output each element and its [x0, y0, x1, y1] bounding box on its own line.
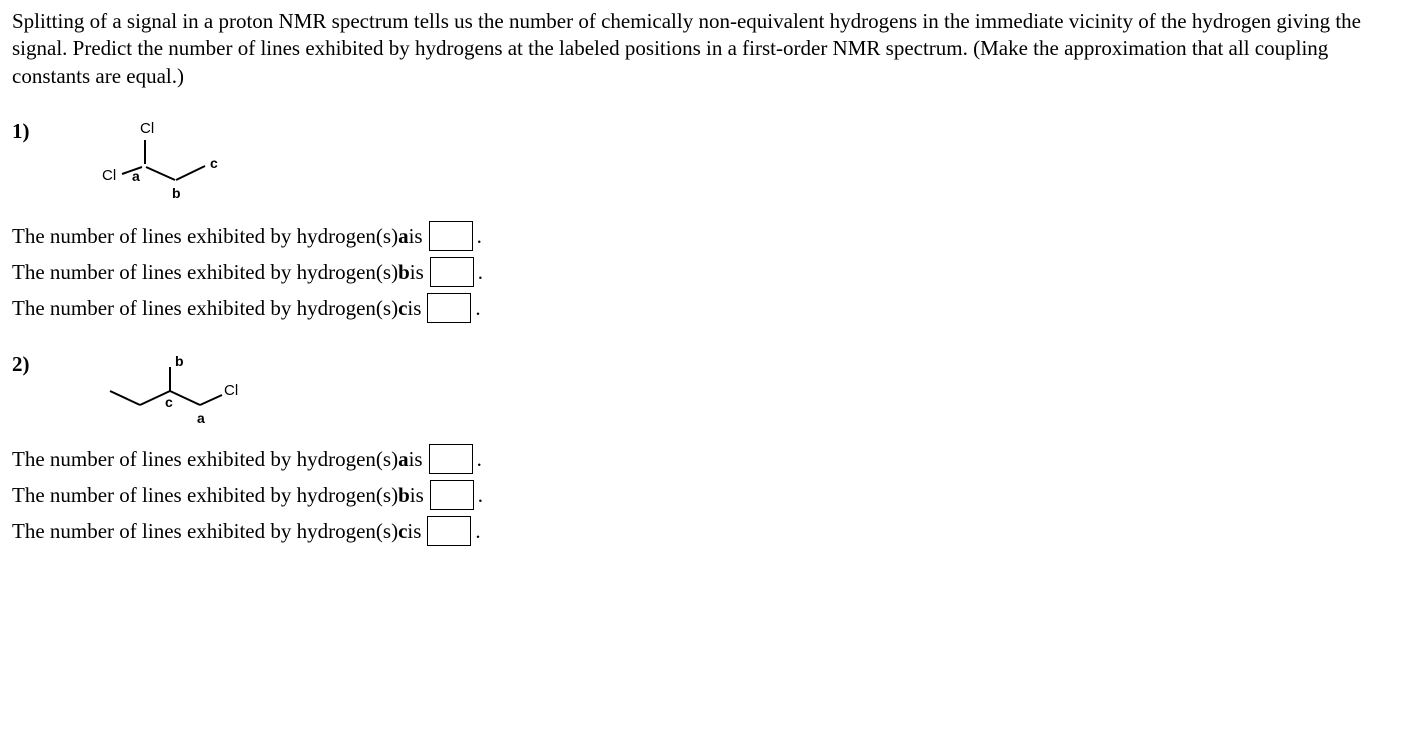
label-cl-2: Cl: [224, 382, 238, 399]
q1a-prefix: The number of lines exhibited by hydroge…: [12, 223, 398, 250]
problem-2-number: 2): [12, 351, 30, 378]
q1b-label: b: [398, 259, 410, 286]
answer-input-1c[interactable]: [427, 293, 471, 323]
answer-input-1a[interactable]: [429, 221, 473, 251]
problem-2-header: 2) b c a Cl: [12, 351, 1406, 438]
problem-2: 2) b c a Cl The number of lines exhibite…: [12, 351, 1406, 546]
q1a-label: a: [398, 223, 409, 250]
answer-input-2a[interactable]: [429, 444, 473, 474]
question-2a: The number of lines exhibited by hydroge…: [12, 444, 1406, 474]
label-b-2: b: [175, 353, 184, 369]
q1b-prefix: The number of lines exhibited by hydroge…: [12, 259, 398, 286]
molecule-2-svg: b c a Cl: [90, 351, 290, 431]
label-a: a: [132, 168, 140, 184]
q1a-suffix: is: [409, 223, 423, 250]
q2b-period: .: [478, 482, 483, 509]
q1c-label: c: [398, 295, 407, 322]
answer-input-2b[interactable]: [430, 480, 474, 510]
q1c-prefix: The number of lines exhibited by hydroge…: [12, 295, 398, 322]
question-1a: The number of lines exhibited by hydroge…: [12, 221, 1406, 251]
question-2c: The number of lines exhibited by hydroge…: [12, 516, 1406, 546]
q2b-label: b: [398, 482, 410, 509]
q2b-prefix: The number of lines exhibited by hydroge…: [12, 482, 398, 509]
q1c-suffix: is: [407, 295, 421, 322]
question-2b: The number of lines exhibited by hydroge…: [12, 480, 1406, 510]
q1a-period: .: [477, 223, 482, 250]
answer-input-1b[interactable]: [430, 257, 474, 287]
label-c: c: [210, 155, 218, 171]
answer-input-2c[interactable]: [427, 516, 471, 546]
q2a-prefix: The number of lines exhibited by hydroge…: [12, 446, 398, 473]
q2a-label: a: [398, 446, 409, 473]
q2c-suffix: is: [407, 518, 421, 545]
q2c-period: .: [475, 518, 480, 545]
q2c-prefix: The number of lines exhibited by hydroge…: [12, 518, 398, 545]
q1b-period: .: [478, 259, 483, 286]
problem-1: 1) Cl Cl a b c: [12, 118, 1406, 323]
label-c-2: c: [165, 394, 173, 410]
label-cl-top: Cl: [140, 120, 154, 137]
label-b: b: [172, 185, 181, 201]
label-a-2: a: [197, 410, 205, 426]
problem-1-number: 1): [12, 118, 30, 145]
q2a-period: .: [477, 446, 482, 473]
q2a-suffix: is: [409, 446, 423, 473]
problem-1-header: 1) Cl Cl a b c: [12, 118, 1406, 215]
q1c-period: .: [475, 295, 480, 322]
intro-paragraph: Splitting of a signal in a proton NMR sp…: [12, 8, 1406, 90]
molecule-1-svg: Cl Cl a b c: [90, 118, 260, 208]
structure-2: b c a Cl: [90, 351, 290, 438]
q2b-suffix: is: [410, 482, 424, 509]
question-1b: The number of lines exhibited by hydroge…: [12, 257, 1406, 287]
label-cl-left: Cl: [102, 167, 116, 184]
structure-1: Cl Cl a b c: [90, 118, 260, 215]
question-1c: The number of lines exhibited by hydroge…: [12, 293, 1406, 323]
q1b-suffix: is: [410, 259, 424, 286]
q2c-label: c: [398, 518, 407, 545]
